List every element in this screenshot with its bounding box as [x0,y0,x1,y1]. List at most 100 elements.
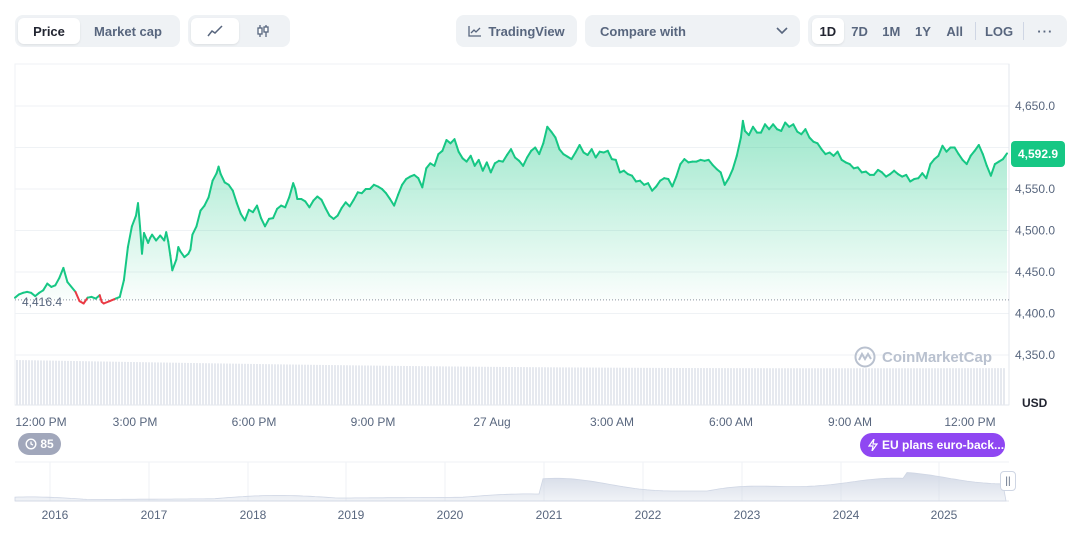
navigator-year-label: 2023 [734,508,761,522]
volume-bar [436,366,438,405]
range-1m[interactable]: 1M [882,23,901,39]
volume-bar [451,366,453,405]
news-badge[interactable]: EU plans euro-back... [860,433,1005,457]
volume-bar [202,363,204,405]
volume-bar [835,368,837,405]
volume-bar [394,365,396,405]
volume-bar [76,361,78,405]
price-segment [58,266,65,279]
volume-bar [277,364,279,405]
volume-bar [808,368,810,405]
volume-bar [190,362,192,405]
volume-bar [823,368,825,405]
market-cap-tab[interactable]: Market cap [94,23,162,39]
volume-bar [391,365,393,405]
volume-bar [844,368,846,405]
price-segment [586,148,593,156]
volume-bar [487,366,489,405]
volume-bar [679,367,681,405]
volume-bar [991,368,993,405]
volume-bar [445,366,447,405]
price-segment [143,232,150,244]
volume-bar [136,362,138,405]
volume-bar [661,367,663,405]
price-segment [227,183,234,192]
price-segment [522,156,529,167]
volume-bar [748,368,750,405]
volume-bar [379,365,381,405]
volume-bar [868,368,870,405]
volume-bar [424,366,426,405]
volume-bar [706,368,708,405]
volume-bar [157,362,159,405]
volume-bar [691,368,693,405]
price-segment [969,149,976,157]
volume-bar [694,368,696,405]
price-segment [82,296,89,305]
price-segment [239,212,246,222]
volume-bar [37,360,39,405]
price-segment [256,204,262,220]
price-segment [760,123,766,134]
volume-bar [625,367,627,405]
log-scale-button[interactable]: LOG [984,23,1014,39]
volume-bar [973,368,975,405]
volume-bar [640,367,642,405]
volume-bar [832,368,834,405]
volume-bar [292,364,294,405]
events-badge[interactable]: 85 [18,433,61,455]
volume-bar [388,365,390,405]
volume-bar [397,365,399,405]
navigator[interactable]: 2016 2017 2018 2019 2020 2021 2022 2023 2024 2025 [14,461,1009,522]
navigator-drag-handle[interactable]: || [1000,471,1016,491]
range-7d[interactable]: 7D [851,23,868,39]
range-all[interactable]: All [946,23,963,39]
time-range-toggle: 1D 7D 1M 1Y All LOG ··· [808,15,1067,47]
navigator-year-label: 2016 [42,508,69,522]
volume-bar [562,367,564,405]
price-segment [768,123,775,131]
open-price-label: 4,416.4 [22,295,63,309]
volume-bar [25,360,27,405]
volume-bar [421,366,423,405]
volume-bar [649,367,651,405]
volume-bar [442,366,444,405]
volume-bar [364,365,366,405]
volume-bar [142,362,144,405]
price-segment [554,136,561,151]
compare-with-dropdown[interactable]: Compare with [585,15,800,47]
volume-bar [652,367,654,405]
range-1y[interactable]: 1Y [915,23,931,39]
volume-bar [628,367,630,405]
line-chart-button[interactable] [191,18,239,44]
volume-bar [454,366,456,405]
volume-bar [316,364,318,405]
volume-bar [880,368,882,405]
price-segment [792,123,799,133]
price-tab[interactable]: Price [18,18,80,44]
tradingview-button[interactable]: TradingView [456,15,577,47]
price-segment [1002,152,1008,161]
price-segment [655,179,662,188]
price-segment [816,142,823,151]
range-1d[interactable]: 1D [812,18,844,44]
volume-bar [181,362,183,405]
price-segment [66,281,77,293]
volume-bar [778,368,780,405]
navigator-year-label: 2024 [833,508,860,522]
price-segment [320,198,327,210]
price-segment [272,207,279,220]
volume-bar [592,367,594,405]
coinmarketcap-logo-icon [854,346,876,368]
price-segment [780,121,787,132]
candlestick-chart-button[interactable] [239,18,287,44]
lightning-icon [868,439,878,451]
volume-bar [457,366,459,405]
volume-bar [313,364,315,405]
more-options-button[interactable]: ··· [1037,23,1054,39]
volume-bar [382,365,384,405]
volume-bar [886,368,888,405]
navigator-year-label: 2021 [536,508,563,522]
price-segment [925,163,932,180]
